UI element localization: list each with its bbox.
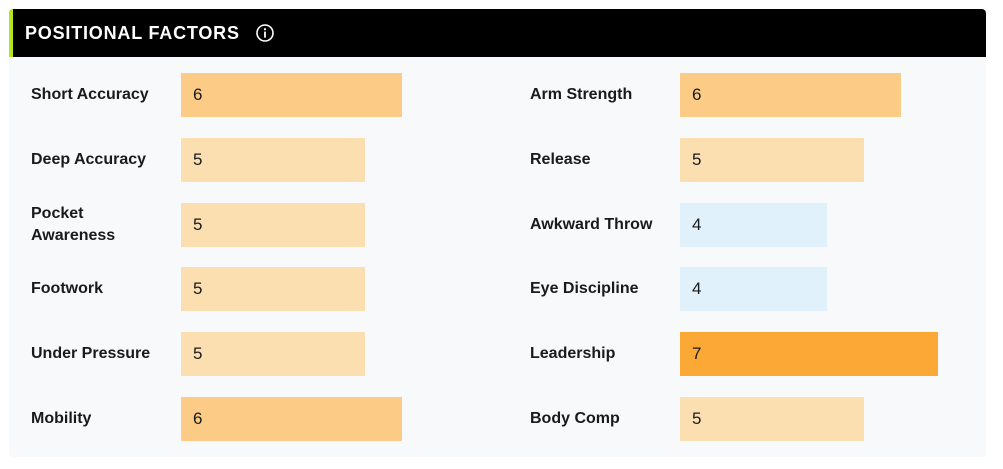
positional-factors-panel: POSITIONAL FACTORS Short Accuracy 6 Deep A… — [9, 9, 986, 457]
factor-score-value: 5 — [692, 409, 702, 428]
factor-label: Body Comp — [530, 410, 620, 427]
factor-score-bar: 5 — [181, 203, 365, 247]
factor-score-value: 5 — [692, 150, 702, 169]
factor-score-value: 5 — [193, 279, 203, 298]
info-icon[interactable] — [255, 23, 275, 43]
factor-score-value: 6 — [193, 85, 203, 104]
factor-label: Pocket Awareness — [31, 205, 116, 244]
factor-label: Awkward Throw — [530, 216, 653, 233]
factor-score-value: 6 — [193, 409, 203, 428]
factor-score-bar: 4 — [680, 203, 827, 247]
factor-score-value: 5 — [193, 344, 203, 363]
factor-label: Mobility — [31, 410, 92, 427]
factor-score-bar: 5 — [680, 397, 864, 441]
factor-score-bar: 5 — [181, 267, 365, 311]
header-accent-bar — [9, 9, 13, 57]
factor-score-bar: 6 — [181, 397, 402, 441]
factor-score-bar: 6 — [680, 73, 901, 117]
factor-score-bar: 4 — [680, 267, 827, 311]
factor-label: Arm Strength — [530, 86, 633, 103]
factor-score-bar: 5 — [181, 332, 365, 376]
factor-score-bar: 7 — [680, 332, 938, 376]
factor-score-value: 4 — [692, 215, 702, 234]
factor-score-value: 4 — [692, 279, 702, 298]
factor-label: Release — [530, 151, 591, 168]
factor-label: Eye Discipline — [530, 280, 639, 297]
factor-score-bar: 5 — [181, 138, 365, 182]
factor-score-value: 6 — [692, 85, 702, 104]
factor-label: Deep Accuracy — [31, 151, 147, 168]
factor-label: Short Accuracy — [31, 86, 149, 103]
panel-header: POSITIONAL FACTORS — [9, 9, 986, 57]
factor-score-bar: 6 — [181, 73, 402, 117]
panel-title: POSITIONAL FACTORS — [25, 23, 240, 43]
factor-score-value: 7 — [692, 344, 702, 363]
factor-score-bar: 5 — [680, 138, 864, 182]
factor-label: Leadership — [530, 345, 616, 362]
factor-score-value: 5 — [193, 150, 203, 169]
factor-score-value: 5 — [193, 215, 203, 234]
factor-label: Under Pressure — [31, 345, 151, 362]
factor-label: Footwork — [31, 280, 103, 297]
